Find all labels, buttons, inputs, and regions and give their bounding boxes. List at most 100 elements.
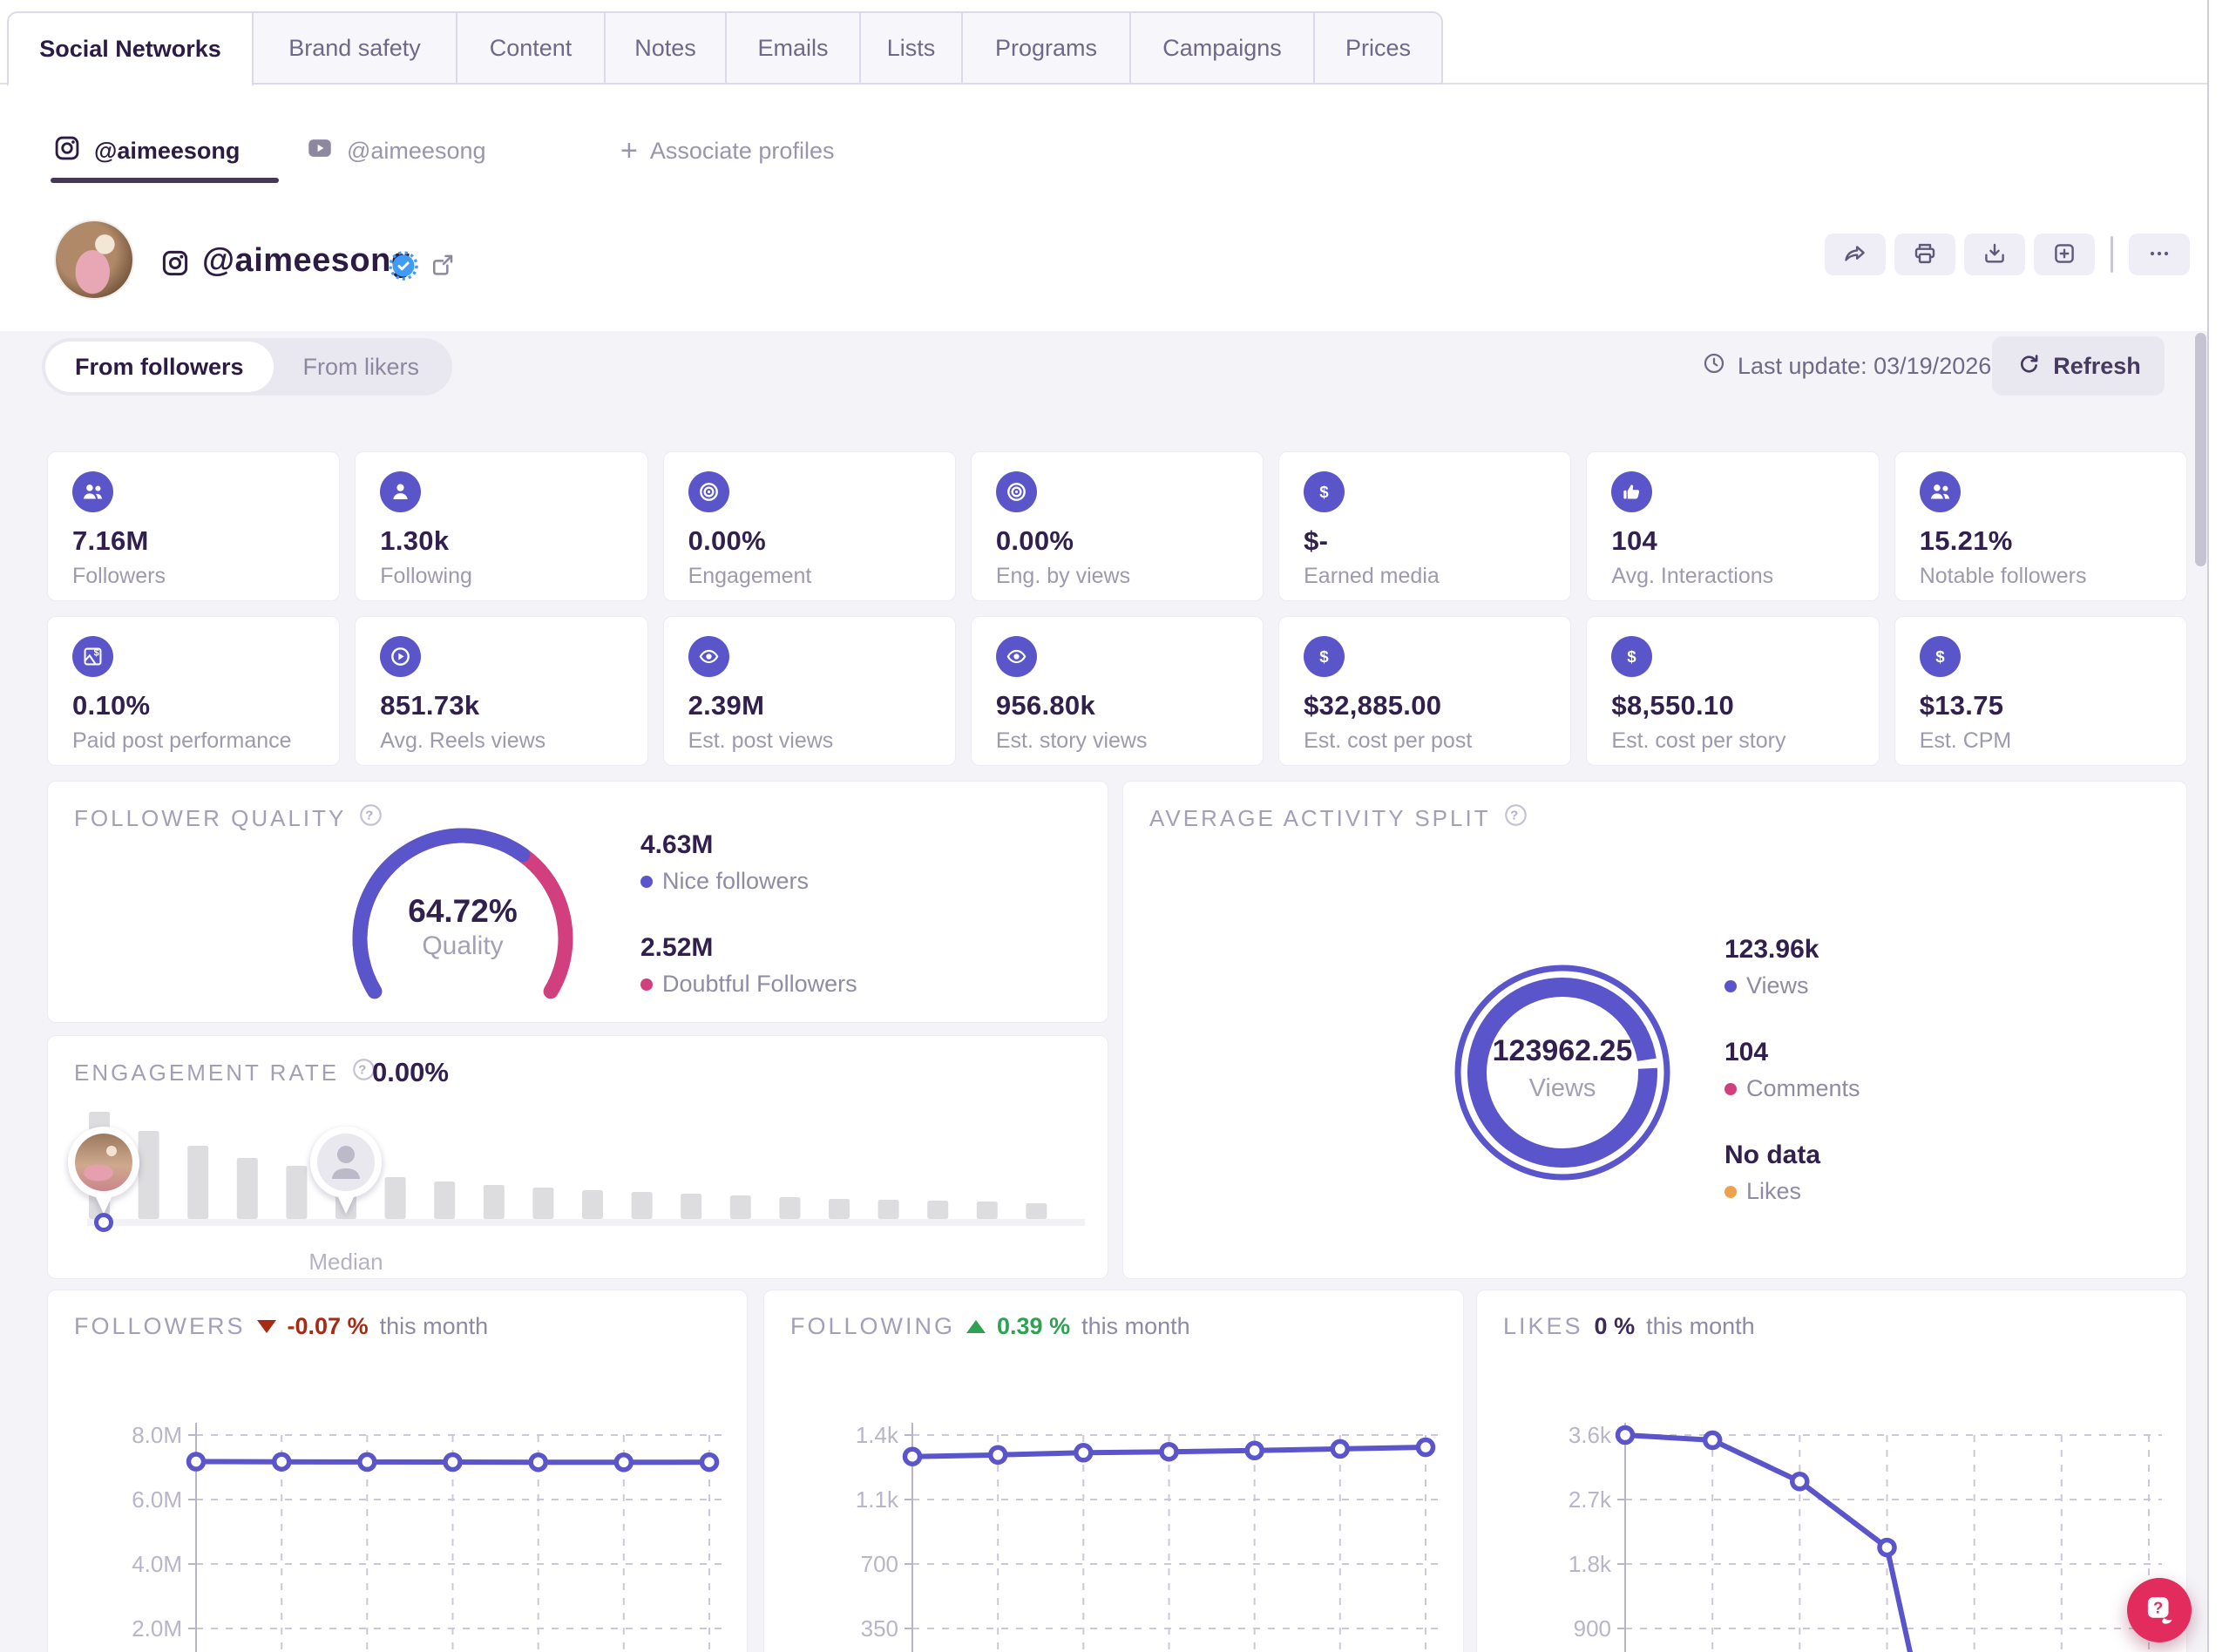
tab-social-networks[interactable]: Social Networks <box>7 11 254 86</box>
refresh-button[interactable]: Refresh <box>1992 336 2165 396</box>
svg-text:1.8k: 1.8k <box>1569 1551 1612 1577</box>
divider <box>2111 236 2113 273</box>
legend-value: 2.52M <box>640 933 857 963</box>
profile-tab-instagram[interactable]: @aimeesong <box>52 122 240 179</box>
print-button[interactable] <box>1894 234 1955 275</box>
stat-card-paid-post-performance: $ 0.10% Paid post performance <box>47 616 340 766</box>
download-icon <box>1981 240 2009 270</box>
stat-value: 0.10% <box>72 690 150 721</box>
legend-item-comments: 104 Comments <box>1724 1038 1860 1102</box>
chart-panel-likes: LIKES 0 % this month 3.6k2.7k1.8k900 <box>1476 1290 2187 1652</box>
eye-icon <box>688 636 729 677</box>
dollar-icon: $ <box>1920 636 1961 677</box>
tab-programs[interactable]: Programs <box>961 11 1131 85</box>
tab-campaigns[interactable]: Campaigns <box>1129 11 1315 85</box>
legend-dot-icon <box>1724 1083 1737 1095</box>
chart-title: LIKES <box>1503 1313 1583 1340</box>
tab-brand-safety[interactable]: Brand safety <box>252 11 457 85</box>
external-link-icon[interactable] <box>429 251 457 283</box>
panel-title: AVERAGE ACTIVITY SPLIT <box>1149 805 1491 832</box>
stat-label: Est. post views <box>688 728 834 754</box>
stat-label: Followers <box>72 564 166 589</box>
stat-card-eng-by-views: 0.00% Eng. by views <box>971 451 1264 601</box>
stat-value: 851.73k <box>380 690 479 721</box>
chart-change-suffix: this month <box>1081 1313 1190 1340</box>
more-icon <box>2145 240 2173 270</box>
more-button[interactable] <box>2129 234 2190 275</box>
svg-text:6.0M: 6.0M <box>132 1486 182 1513</box>
stat-cards-row-2: $ 0.10% Paid post performance 851.73k Av… <box>47 616 2187 766</box>
tab-content[interactable]: Content <box>456 11 606 85</box>
print-icon <box>1911 240 1939 270</box>
chat-fab-button[interactable]: ? <box>2127 1578 2192 1642</box>
legend-value: No data <box>1724 1141 1860 1170</box>
quality-percent: 64.72% <box>332 893 593 930</box>
header-actions <box>1825 234 2190 275</box>
legend-item-views: 123.96k Views <box>1724 935 1860 999</box>
scrollbar-gutter <box>2207 0 2236 1652</box>
from-followers-toggle[interactable]: From followers <box>45 342 274 392</box>
active-tab-underline <box>51 178 279 183</box>
stat-card-avg-reels-views: 851.73k Avg. Reels views <box>355 616 647 766</box>
stat-value: 0.00% <box>688 525 766 557</box>
svg-text:8.0M: 8.0M <box>132 1422 182 1448</box>
activity-split-panel: AVERAGE ACTIVITY SPLIT ? 123962.25 Views… <box>1122 781 2187 1279</box>
legend-dot-icon <box>640 978 653 991</box>
stat-label: Notable followers <box>1920 564 2087 589</box>
stat-card-est-story-views: 956.80k Est. story views <box>971 616 1264 766</box>
svg-text:1.1k: 1.1k <box>856 1486 899 1513</box>
dashboard-content: From followers From likers Last update: … <box>0 331 2208 1652</box>
svg-text:700: 700 <box>861 1551 898 1577</box>
app-root: Social NetworksBrand safetyContentNotesE… <box>0 0 2236 1652</box>
profile-tab-youtube[interactable]: @aimeesong <box>305 122 486 179</box>
stat-label: Est. cost per story <box>1611 728 1785 754</box>
add-button[interactable] <box>2034 234 2095 275</box>
eye-icon <box>996 636 1037 677</box>
instagram-icon <box>52 133 82 169</box>
legend-item-doubtful-followers: 2.52M Doubtful Followers <box>640 933 857 998</box>
engagement-rate-value: 0.00% <box>372 1057 449 1088</box>
stat-card-notable-followers: 15.21% Notable followers <box>1894 451 2187 601</box>
stat-value: $- <box>1304 525 1328 557</box>
donut-center-value: 123962.25 <box>1432 1034 1693 1068</box>
top-tab-bar: Social NetworksBrand safetyContentNotesE… <box>7 11 1443 86</box>
legend-label: Doubtful Followers <box>662 971 857 998</box>
stat-value: $32,885.00 <box>1304 690 1441 721</box>
svg-text:1.4k: 1.4k <box>856 1422 899 1448</box>
svg-text:$: $ <box>1628 647 1637 666</box>
stat-value: 7.16M <box>72 525 149 557</box>
tab-emails[interactable]: Emails <box>725 11 861 85</box>
follower-quality-legend: 4.63M Nice followers2.52M Doubtful Follo… <box>640 830 857 1023</box>
svg-text:3.6k: 3.6k <box>1569 1422 1612 1448</box>
svg-text:?: ? <box>1510 809 1521 823</box>
stat-value: 15.21% <box>1920 525 2013 557</box>
from-likers-toggle[interactable]: From likers <box>274 342 450 392</box>
download-button[interactable] <box>1964 234 2025 275</box>
profile-tabs: @aimeesong @aimeesong + Associate profil… <box>0 122 2236 185</box>
trend-up-icon <box>966 1320 986 1333</box>
help-icon[interactable]: ? <box>1503 802 1528 834</box>
chart-title-row: LIKES 0 % this month <box>1503 1313 1755 1340</box>
stat-card-avg-interactions: 104 Avg. Interactions <box>1586 451 1879 601</box>
chart-change: -0.07 % <box>288 1313 369 1340</box>
stat-value: 956.80k <box>996 690 1095 721</box>
svg-text:2.0M: 2.0M <box>132 1615 182 1642</box>
legend-value: 123.96k <box>1724 935 1860 965</box>
follower-quality-panel: FOLLOWER QUALITY ? 64.72% Quality 4.63M … <box>47 781 1108 1023</box>
share-button[interactable] <box>1825 234 1886 275</box>
tab-notes[interactable]: Notes <box>604 11 727 85</box>
tab-lists[interactable]: Lists <box>859 11 963 85</box>
users-icon <box>72 471 113 512</box>
legend-dot-icon <box>640 876 653 888</box>
stat-card-est-cost-per-post: $ $32,885.00 Est. cost per post <box>1278 616 1571 766</box>
line-chart: 1.4k1.1k700350 <box>782 1365 1447 1652</box>
scrollbar[interactable] <box>2195 333 2206 566</box>
gauge-center: 64.72% Quality <box>332 893 593 961</box>
line-chart: 3.6k2.7k1.8k900 <box>1494 1365 2171 1652</box>
stat-value: 1.30k <box>380 525 449 557</box>
tab-prices[interactable]: Prices <box>1313 11 1443 85</box>
stat-value: $13.75 <box>1920 690 2004 721</box>
dollar-icon: $ <box>1304 471 1345 512</box>
associate-profiles-button[interactable]: + Associate profiles <box>620 122 834 179</box>
quality-label: Quality <box>332 931 593 961</box>
